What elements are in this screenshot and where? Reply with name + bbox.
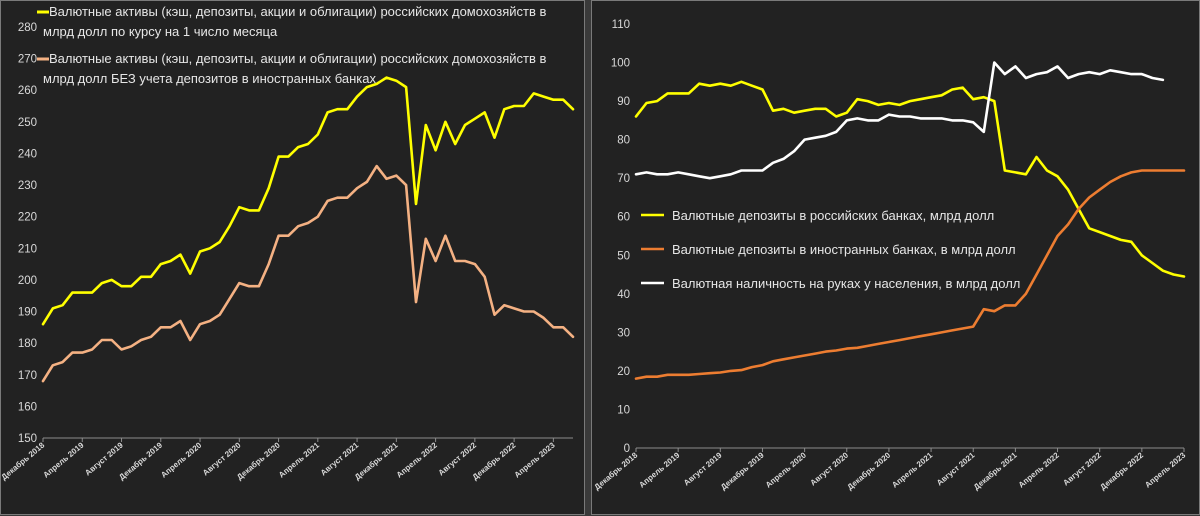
left-chart-y-tick: 150 bbox=[18, 433, 37, 445]
left-chart-x-tick-label: Август 2022 bbox=[437, 440, 479, 477]
left-chart-x-tick-label: Декабрь 2021 bbox=[353, 440, 400, 482]
left-chart-y-tick: 170 bbox=[18, 370, 37, 382]
right-chart-x-tick-label: Декабрь 2019 bbox=[719, 450, 766, 492]
left-chart-x-tick-label: Август 2019 bbox=[83, 440, 125, 477]
left-chart-y-tick: 190 bbox=[18, 307, 37, 319]
right-legend-text-2: Валютная наличность на руках у населения… bbox=[672, 276, 1020, 291]
right-chart-x-tick-label: Апрель 2020 bbox=[764, 450, 808, 489]
left-chart-y-tick: 230 bbox=[18, 180, 37, 192]
right-chart-y-tick: 30 bbox=[617, 327, 630, 339]
left-chart-x-tick-label: Апрель 2021 bbox=[277, 440, 321, 479]
left-chart-x-tick-label: Апрель 2023 bbox=[513, 440, 557, 479]
right-chart-panel: 0 10 20 30 40 50 60 70 80 90 100 110 Декабрь 2018 Апр… bbox=[591, 0, 1200, 515]
left-chart-x-tick-label: Декабрь 2022 bbox=[471, 440, 518, 482]
right-chart-x-tick-label: Апрель 2023 bbox=[1143, 450, 1187, 489]
left-legend-text-0: млрд долл по курсу на 1 число месяца bbox=[43, 24, 278, 39]
right-chart-y-tick: 0 bbox=[624, 443, 630, 455]
left-chart-y-tick: 270 bbox=[18, 54, 37, 66]
left-chart-y-tick: 280 bbox=[18, 22, 37, 34]
left-chart-x-tick-label: Август 2021 bbox=[319, 440, 361, 477]
right-chart-x-tick-label: Август 2021 bbox=[935, 450, 977, 487]
right-chart-x-tick-label: Декабрь 2022 bbox=[1098, 450, 1145, 492]
right-chart-y-tick: 80 bbox=[617, 135, 630, 147]
right-chart-y-tick: 90 bbox=[617, 96, 630, 108]
right-legend-text-1: Валютные депозиты в иностранных банках, … bbox=[672, 242, 1016, 257]
right-chart-y-tick: 100 bbox=[611, 58, 630, 70]
right-chart-series-line-2 bbox=[634, 61, 1165, 180]
left-chart-y-tick: 240 bbox=[18, 148, 37, 160]
right-chart-y-tick: 70 bbox=[617, 173, 630, 185]
right-chart-x-tick-label: Апрель 2019 bbox=[637, 450, 681, 489]
right-chart-series-line-1 bbox=[634, 169, 1186, 380]
left-chart-y-tick: 220 bbox=[18, 212, 37, 224]
left-chart-y-tick: 250 bbox=[18, 117, 37, 129]
left-legend-text-1: Валютные активы (кэш, депозиты, акции и … bbox=[49, 51, 547, 66]
right-chart-x-tick-label: Апрель 2022 bbox=[1017, 450, 1061, 489]
right-chart-x-tick-label: Август 2022 bbox=[1061, 450, 1103, 487]
right-chart-x-tick-label: Апрель 2021 bbox=[890, 450, 934, 489]
left-chart-y-tick: 210 bbox=[18, 243, 37, 255]
left-chart-y-tick: 260 bbox=[18, 85, 37, 97]
right-chart-y-tick: 40 bbox=[617, 289, 630, 301]
right-chart-x-tick-label: Декабрь 2021 bbox=[972, 450, 1019, 492]
right-chart-y-tick: 20 bbox=[617, 366, 630, 378]
left-legend-text-0: Валютные активы (кэш, депозиты, акции и … bbox=[49, 4, 547, 19]
left-chart-x-tick-label: Август 2020 bbox=[201, 440, 243, 477]
right-chart-x-tick-label: Август 2019 bbox=[682, 450, 724, 487]
right-chart-y-tick: 60 bbox=[617, 212, 630, 224]
left-legend-text-1: млрд долл БЕЗ учета депозитов в иностран… bbox=[43, 71, 376, 86]
left-chart-x-tick-label: Декабрь 2018 bbox=[1, 440, 47, 482]
right-chart-y-tick: 110 bbox=[612, 19, 630, 31]
left-chart-y-tick: 200 bbox=[18, 275, 37, 287]
left-chart-x-tick-label: Апрель 2022 bbox=[395, 440, 439, 479]
left-chart-series-line-1 bbox=[41, 164, 575, 383]
left-chart-x-tick-label: Декабрь 2019 bbox=[117, 440, 164, 482]
right-chart-y-tick: 10 bbox=[617, 404, 630, 416]
left-chart-x-tick-label: Декабрь 2020 bbox=[235, 440, 282, 482]
left-chart-y-tick: 160 bbox=[18, 401, 37, 413]
right-chart-y-tick: 50 bbox=[617, 250, 630, 262]
right-chart-x-tick-label: Декабрь 2018 bbox=[593, 450, 640, 492]
left-chart-panel: 150 160 170 180 190 200 210 220 230 240 250 260 270 2… bbox=[0, 0, 585, 515]
left-chart-x-tick-label: Апрель 2020 bbox=[159, 440, 203, 479]
right-chart-series-line-0 bbox=[634, 80, 1186, 278]
right-legend-text-0: Валютные депозиты в российских банках, м… bbox=[672, 208, 994, 223]
left-chart-y-tick: 180 bbox=[18, 338, 37, 350]
left-chart: 150 160 170 180 190 200 210 220 230 240 250 260 270 2… bbox=[1, 4, 575, 482]
right-chart-x-tick-label: Декабрь 2020 bbox=[845, 450, 892, 492]
left-chart-x-tick-label: Апрель 2019 bbox=[41, 440, 85, 479]
left-chart-series-line-0 bbox=[41, 76, 575, 326]
right-chart-x-tick-label: Август 2020 bbox=[809, 450, 851, 487]
